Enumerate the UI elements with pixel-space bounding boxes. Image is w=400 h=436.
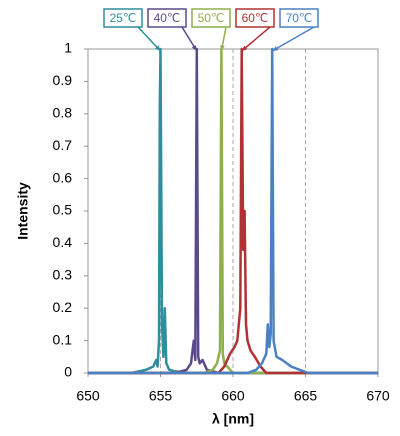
y-tick-label: 0.4 [53,234,73,250]
x-tick-label: 665 [294,388,318,404]
y-axis-title: Intensity [15,182,31,240]
y-tick-label: 0.5 [53,202,73,218]
y-tick-label: 0.6 [53,169,73,185]
arrow-head [155,45,161,51]
legend-label: 70℃ [286,11,313,25]
spectrum-line [88,47,378,375]
y-tick-label: 1 [64,40,72,56]
y-tick-label: 0.9 [53,72,73,88]
y-tick-label: 0.1 [53,331,73,347]
y-tick-label: 0.7 [53,137,73,153]
x-tick-label: 670 [366,388,390,404]
legend-label: 50℃ [198,11,225,25]
legend-label: 60℃ [242,11,269,25]
legend-label: 40℃ [154,11,181,25]
legend-box [235,8,275,28]
y-tick-label: 0.8 [53,105,73,121]
spectrum-line [88,47,378,375]
arrow-head [191,45,197,51]
legend-arrow [271,26,315,52]
legend-arrow [241,26,271,52]
spectrum-line [88,47,378,375]
y-tick-label: 0 [64,364,72,380]
spectrum-line [88,47,378,375]
x-axis-title: λ [nm] [212,411,254,427]
legend-box [103,8,143,28]
x-tick-label: 650 [76,388,100,404]
arrow-head [272,46,279,51]
arrow-head [220,45,225,51]
arrow-head [241,45,248,51]
legend-label: 25℃ [110,11,137,25]
legend-box [191,8,231,28]
legend-box [279,8,319,28]
y-tick-label: 0.3 [53,267,73,283]
x-tick-label: 655 [149,388,173,404]
legend-box [147,8,187,28]
x-tick-label: 660 [221,388,245,404]
spectrum-line [88,47,378,375]
y-tick-label: 0.2 [53,299,73,315]
